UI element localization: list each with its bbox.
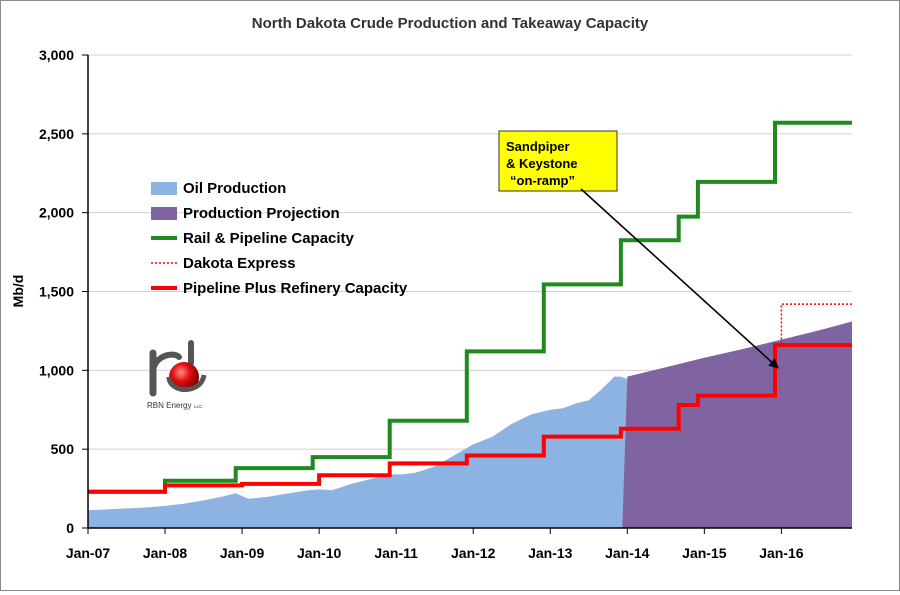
x-tick-label: Jan-10 [297, 545, 342, 561]
annotation: Sandpiper & Keystone “on-ramp” [498, 130, 779, 369]
legend-swatch-oil-production [151, 182, 177, 195]
area-production-projection [622, 321, 852, 528]
line-series [88, 120, 852, 494]
line-rail-pipeline-capacity [88, 120, 852, 494]
annotation-line-2: & Keystone [506, 156, 578, 171]
y-tick-label: 500 [51, 441, 75, 457]
logo-text: RBN Energy [147, 401, 191, 410]
legend-label-pipeline-plus-refinery-capacity: Pipeline Plus Refinery Capacity [183, 280, 408, 297]
legend-label-rail-pipeline-capacity: Rail & Pipeline Capacity [183, 230, 355, 247]
y-tick-label: 2,000 [39, 205, 74, 221]
legend-label-oil-production: Oil Production [183, 180, 286, 197]
legend-label-dakota-express: Dakota Express [183, 255, 296, 272]
area-series [88, 321, 852, 528]
y-tick-label: 0 [66, 520, 74, 536]
y-tick-label: 1,500 [39, 284, 74, 300]
x-tick-label: Jan-09 [220, 545, 265, 561]
legend-swatch-production-projection [151, 207, 177, 220]
x-tick-label: Jan-12 [451, 545, 496, 561]
x-tick-label: Jan-11 [374, 545, 418, 561]
x-tick-label: Jan-14 [605, 545, 650, 561]
x-tick-label: Jan-08 [143, 545, 188, 561]
x-tick-label: Jan-15 [682, 545, 727, 561]
annotation-arrow [580, 188, 779, 369]
tick-labels: 0 500 1,000 1,500 2,000 2,500 3,000 Jan-07 Jan-0… [39, 47, 804, 561]
logo-suffix: LLC [194, 404, 203, 409]
x-tick-label: Jan-16 [759, 545, 804, 561]
legend: Oil Production Production Projection Rail … [151, 180, 408, 297]
x-tick-label: Jan-07 [66, 545, 111, 561]
chart-title: North Dakota Crude Production and Takeaw… [252, 15, 649, 32]
annotation-line-1: Sandpiper [506, 139, 570, 154]
area-oil-production [88, 376, 628, 528]
annotation-box [498, 130, 618, 192]
y-tick-label: 1,000 [39, 362, 74, 378]
x-tick-label: Jan-13 [528, 545, 573, 561]
y-tick-label: 3,000 [39, 47, 74, 63]
rbn-logo-icon [149, 340, 207, 397]
annotation-line-3: “on-ramp” [510, 173, 575, 188]
legend-label-production-projection: Production Projection [183, 205, 340, 222]
line-pipeline-plus-refinery-capacity [88, 343, 852, 494]
axes [82, 54, 852, 534]
y-tick-label: 2,500 [39, 126, 74, 142]
y-axis-label: Mb/d [10, 275, 26, 308]
rbn-logo: RBN Energy LLC [147, 340, 207, 410]
